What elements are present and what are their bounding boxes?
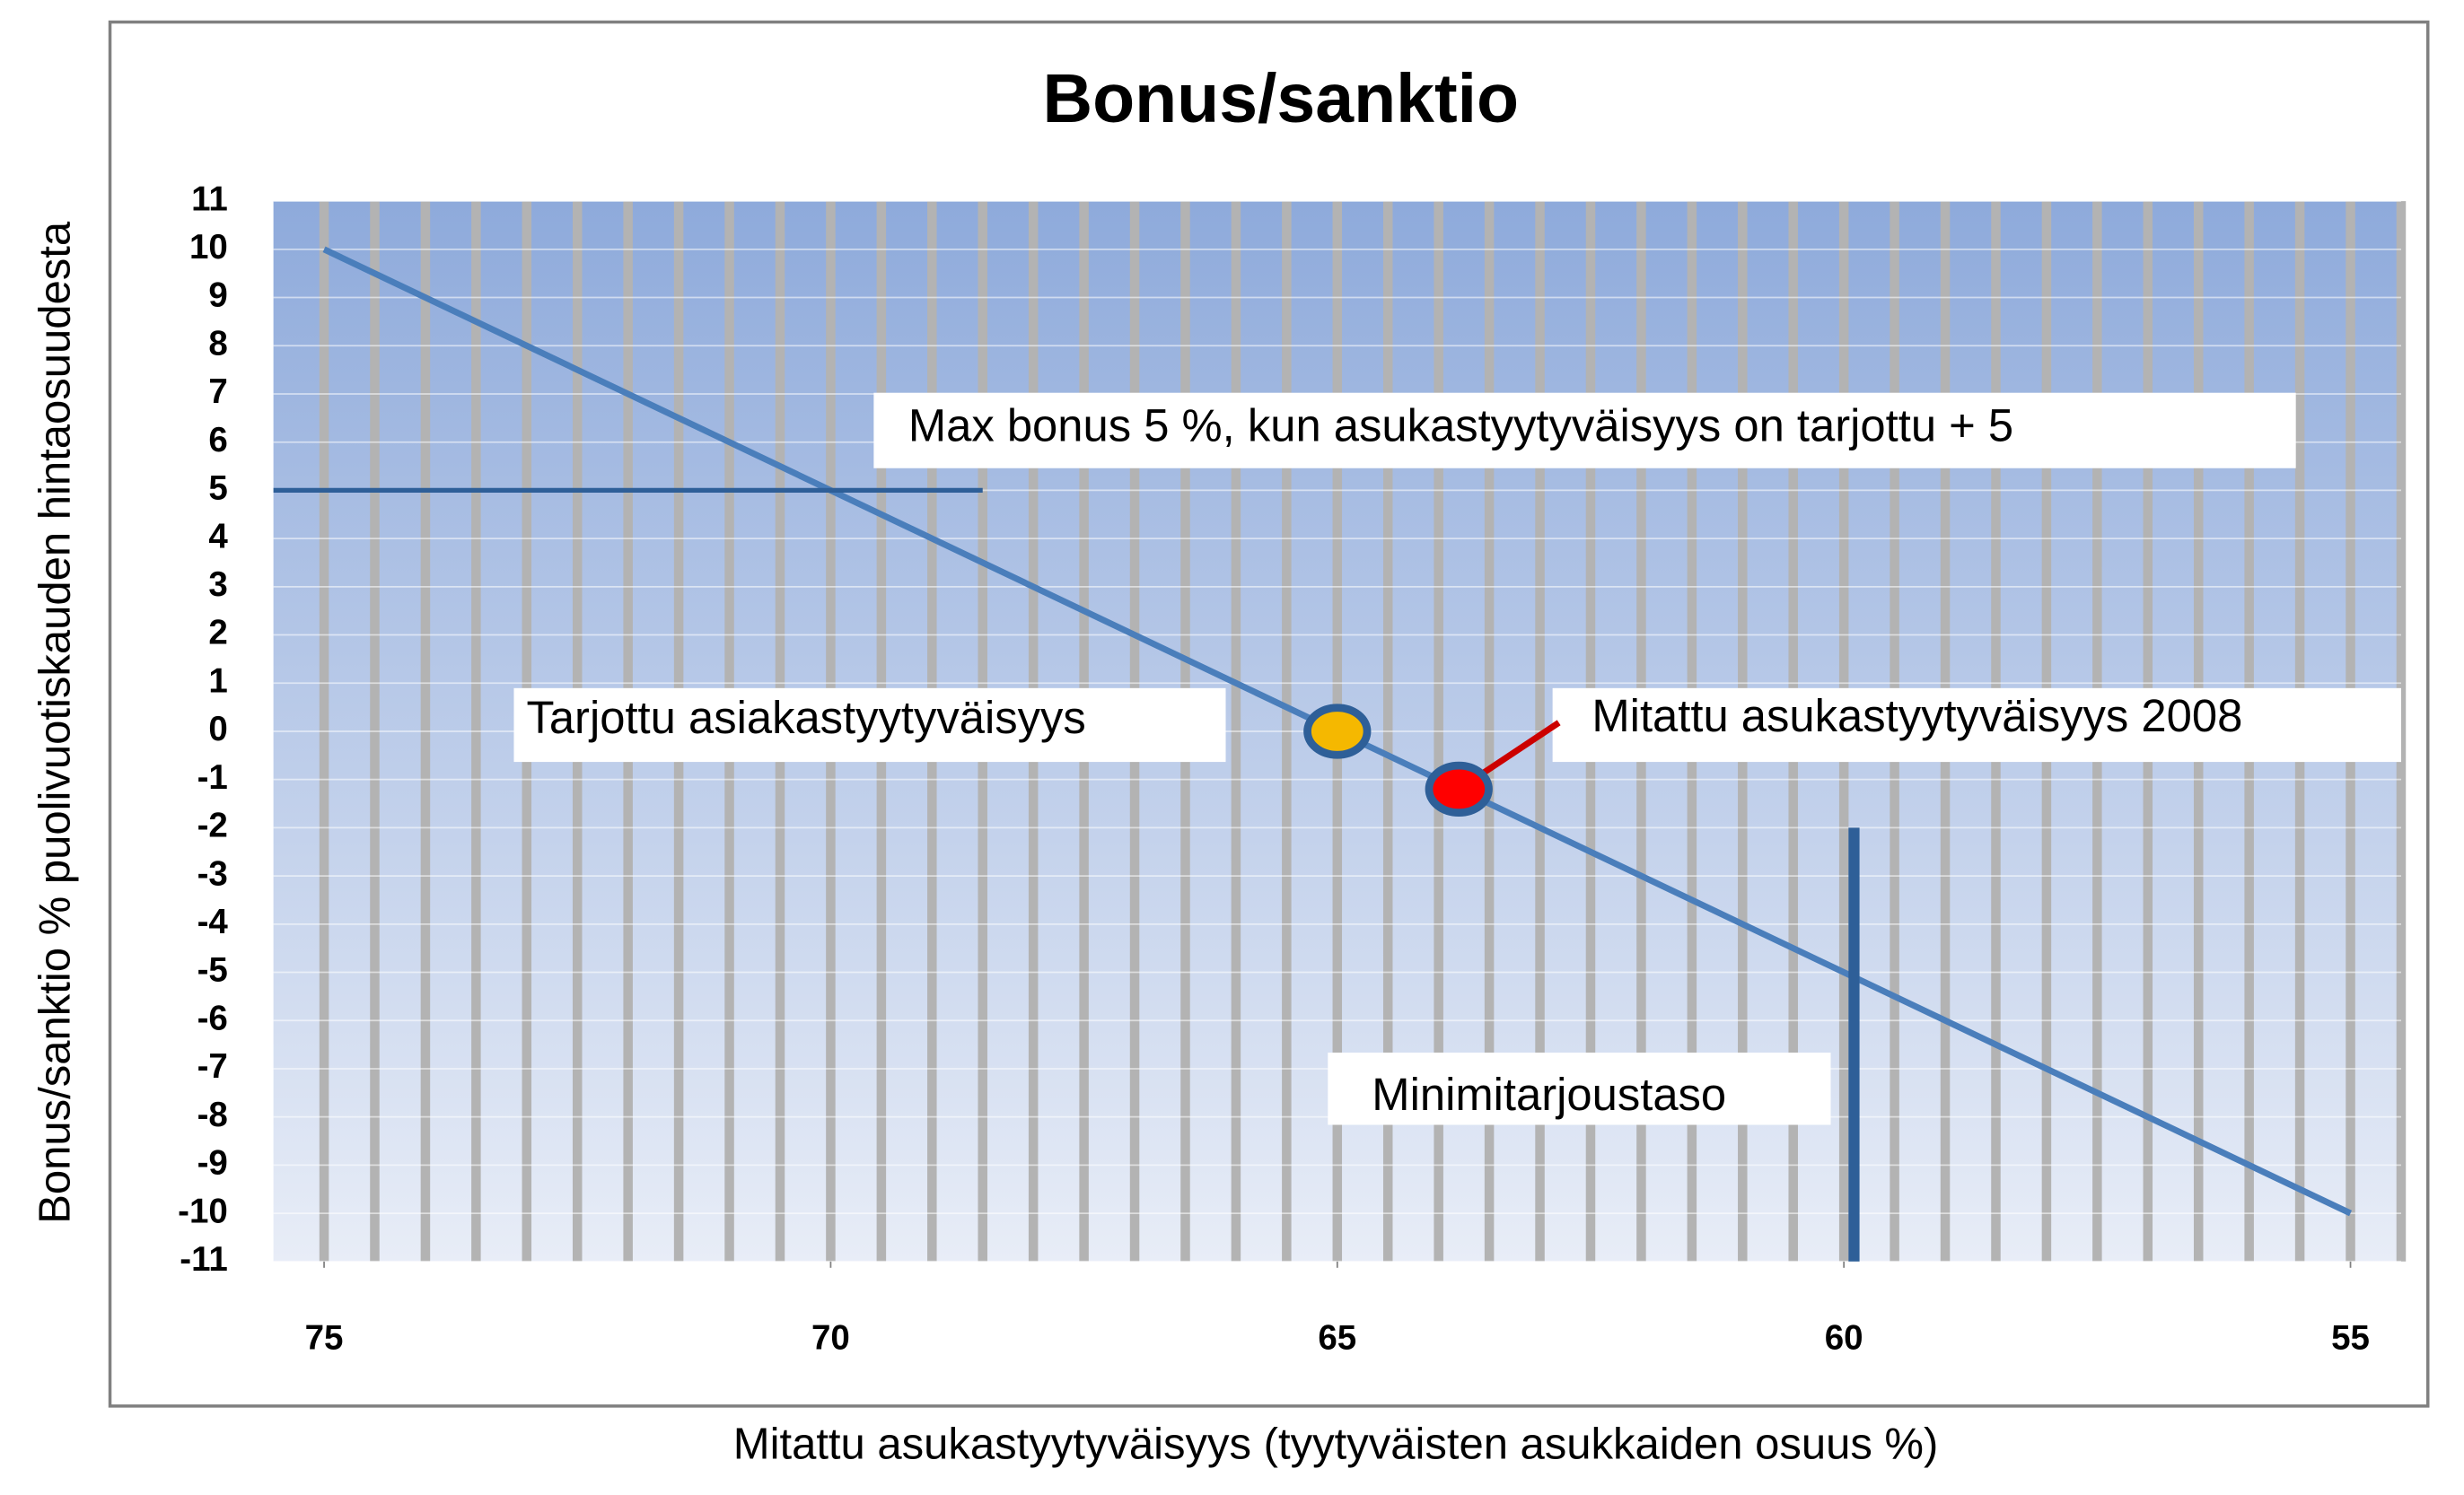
y-tick-label: 4 xyxy=(208,517,228,555)
annotation-text: Max bonus 5 %, kun asukastyytyväisyys on… xyxy=(908,399,2013,450)
y-tick-label: -4 xyxy=(197,903,229,941)
x-tick-label: 65 xyxy=(1318,1319,1356,1358)
annotation-box xyxy=(513,687,1226,763)
chart-title: Bonus/sanktio xyxy=(1042,60,1519,137)
y-tick-label: -9 xyxy=(197,1144,228,1183)
x-tick-label: 60 xyxy=(1825,1319,1863,1358)
y-tick-label: -11 xyxy=(180,1240,228,1279)
annotation-text: Tarjottu asiakastyytyväisyys xyxy=(526,692,1085,743)
y-tick-label: 5 xyxy=(208,469,227,508)
y-tick-label: -2 xyxy=(197,807,228,845)
y-tick-label: -5 xyxy=(197,951,228,990)
y-tick-label: 2 xyxy=(208,614,227,652)
labels: -11-10-9-8-7-6-5-4-3-2-10123456789101175… xyxy=(178,179,2370,1357)
y-axis-label: Bonus/sanktio % puolivuotiskauden hintao… xyxy=(31,221,80,1224)
y-tick-label: -6 xyxy=(197,999,228,1037)
annotation-text: Minimitarjoustaso xyxy=(1372,1069,1726,1120)
y-tick-label: 8 xyxy=(208,324,227,363)
y-tick-label: -1 xyxy=(197,758,228,797)
point-marker xyxy=(1425,761,1493,817)
y-tick-label: -7 xyxy=(197,1047,228,1086)
y-tick-label: 10 xyxy=(189,228,228,267)
x-tick-label: 70 xyxy=(811,1319,850,1358)
y-tick-label: 0 xyxy=(208,710,227,748)
annotation-text: Mitattu asukastyytyväisyys 2008 xyxy=(1592,690,2242,741)
y-tick-label: 3 xyxy=(208,565,227,604)
annotation-box xyxy=(873,392,2296,468)
annotation-box xyxy=(1328,1052,1831,1125)
x-axis-label: Mitattu asukastyytyväisyys (tyytyväisten… xyxy=(733,1420,1939,1468)
point-marker xyxy=(1303,704,1372,759)
y-tick-label: -10 xyxy=(178,1192,228,1230)
y-tick-label: 1 xyxy=(208,661,227,700)
y-tick-label: 11 xyxy=(191,179,228,218)
x-tick-label: 75 xyxy=(305,1319,344,1358)
y-tick-label: 9 xyxy=(208,276,227,315)
y-tick-label: -8 xyxy=(197,1096,228,1134)
y-tick-label: 6 xyxy=(208,421,227,459)
y-tick-label: -3 xyxy=(197,854,228,893)
x-tick-label: 55 xyxy=(2331,1319,2370,1358)
y-tick-label: 7 xyxy=(208,372,227,411)
annotation-box xyxy=(1552,687,2401,763)
marks xyxy=(273,246,2401,1262)
